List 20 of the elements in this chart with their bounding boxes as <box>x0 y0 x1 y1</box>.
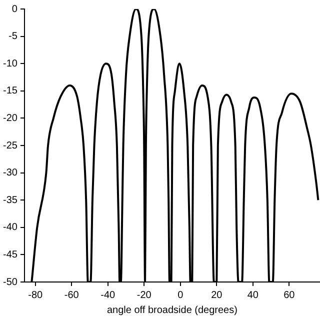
y-tick-label: -50 <box>3 276 18 288</box>
x-tick-label: 60 <box>284 290 296 301</box>
y-tick-label: -15 <box>3 86 18 97</box>
x-tick-label: -20 <box>136 290 152 301</box>
y-tick-label: -10 <box>3 58 18 70</box>
y-tick-label: 0 <box>12 4 18 15</box>
y-tick-label: -45 <box>3 249 18 260</box>
y-tick-label: -20 <box>3 112 18 124</box>
y-tick-label: -25 <box>3 140 18 152</box>
x-tick-label: 0 <box>178 290 184 301</box>
x-tick-label: -40 <box>100 290 116 301</box>
x-tick-label: -60 <box>64 290 80 301</box>
y-tick-label: -5 <box>8 31 18 42</box>
x-tick-label: 20 <box>211 290 223 301</box>
y-tick-label: -30 <box>3 168 18 179</box>
x-tick-label: -80 <box>28 290 43 301</box>
x-axis-title: angle off broadside (degrees) <box>106 304 238 316</box>
y-tick-label: -40 <box>3 222 18 234</box>
y-tick-label: -35 <box>3 194 18 206</box>
x-tick-label: 40 <box>247 290 259 301</box>
